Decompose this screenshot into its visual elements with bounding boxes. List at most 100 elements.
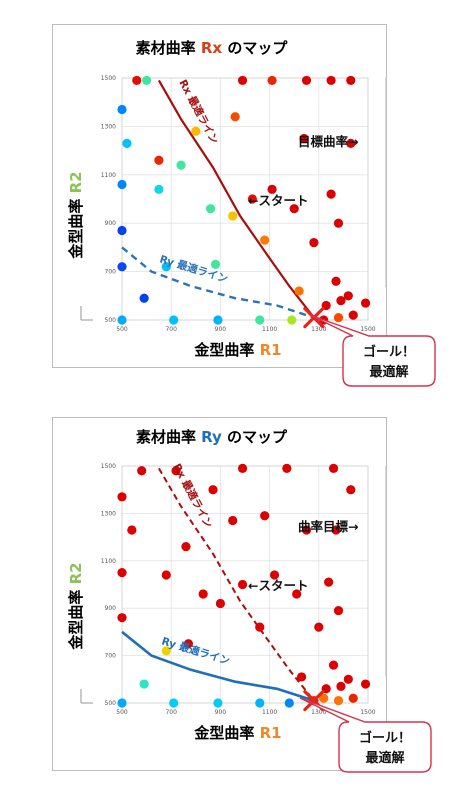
start-label: ←スタート — [248, 578, 308, 593]
data-point — [309, 237, 319, 248]
data-point — [360, 298, 371, 308]
chart-svg: 素材曲率 Rx のマップ 500 700 900 1100 1300 1500 500 700 9… — [67, 39, 386, 359]
data-point — [331, 525, 341, 535]
data-point — [267, 75, 277, 86]
data-point — [213, 698, 223, 708]
data-point — [333, 218, 344, 228]
start-label: ←スタート — [248, 193, 308, 208]
data-point — [326, 75, 336, 86]
y-axis-label: 金型曲率 R2 — [67, 171, 85, 259]
data-point — [169, 698, 179, 708]
data-point — [117, 315, 127, 325]
y-tick-label: 1100 — [101, 172, 116, 179]
y-tick-label: 500 — [105, 317, 117, 324]
data-point — [237, 463, 248, 473]
data-point — [142, 75, 152, 86]
chart-title-main: 素材曲率 — [136, 39, 201, 57]
axis-triad-icon — [80, 689, 93, 704]
data-point — [117, 104, 127, 115]
y-tick-label: 1300 — [101, 510, 116, 517]
data-point — [205, 204, 216, 214]
data-point — [267, 184, 277, 194]
data-point — [343, 291, 353, 301]
data-point — [237, 75, 248, 86]
chart-title: 素材曲率 Rx のマップ — [136, 39, 289, 57]
x-axis-label-variable: R1 — [260, 724, 282, 742]
data-point — [198, 589, 208, 599]
data-point — [139, 293, 149, 303]
x-tick-label: 900 — [215, 326, 227, 333]
x-axis-label: 金型曲率 R1 — [193, 341, 281, 359]
data-point — [333, 312, 344, 323]
data-point — [336, 681, 346, 692]
data-point — [213, 315, 223, 325]
data-point — [117, 568, 127, 578]
x-axis-label-variable: R1 — [260, 341, 282, 359]
data-point — [333, 605, 344, 616]
x-tick-label: 1100 — [262, 709, 277, 716]
rx-map-panel: 素材曲率 Rx のマップ 500 700 900 1100 1300 1500 500 700 9… — [52, 24, 387, 368]
data-point — [117, 492, 127, 502]
x-axis-label-main: 金型曲率 — [193, 724, 259, 742]
data-point — [289, 204, 299, 214]
y-tick-label: 900 — [105, 220, 117, 227]
target-label: 曲率目標→ — [298, 519, 358, 534]
target-label: 目標曲率→ — [298, 134, 358, 149]
chart-title-variable: Ry — [201, 428, 222, 446]
data-point — [255, 315, 265, 325]
y-axis-label-main: 金型曲率 — [67, 193, 85, 259]
data-point — [210, 259, 221, 269]
data-point — [132, 75, 142, 86]
x-axis-label-main: 金型曲率 — [193, 341, 259, 359]
data-point — [117, 698, 127, 708]
data-point — [228, 211, 238, 221]
chart-title-tail: のマップ — [222, 39, 288, 57]
data-point — [348, 310, 358, 320]
data-point — [348, 693, 358, 703]
data-points — [117, 463, 371, 708]
x-tick-label: 500 — [116, 709, 128, 716]
data-point — [260, 511, 270, 521]
ry-optimal-line — [121, 246, 315, 319]
data-point — [343, 674, 353, 684]
data-point — [127, 525, 137, 535]
y-tick-label: 1500 — [101, 463, 116, 470]
y-tick-label: 500 — [105, 700, 117, 707]
x-tick-label: 700 — [165, 326, 177, 333]
data-point — [269, 570, 280, 580]
data-points — [117, 75, 371, 325]
y-axis-label: 金型曲率 R2 — [67, 562, 85, 650]
y-tick-label: 900 — [105, 605, 117, 612]
x-tick-label: 1500 — [360, 709, 375, 716]
data-point — [183, 639, 194, 649]
data-point — [333, 696, 344, 706]
data-point — [299, 133, 309, 144]
data-point — [117, 262, 127, 272]
x-tick-label: 500 — [116, 326, 128, 333]
data-point — [117, 179, 127, 190]
data-point — [122, 138, 132, 148]
y-axis-label-main: 金型曲率 — [67, 584, 85, 650]
y-tick-label: 700 — [105, 269, 117, 276]
data-point — [301, 75, 312, 86]
data-point — [176, 160, 186, 170]
rx-optimal-line — [158, 467, 315, 702]
rx-line-label: Rx 最適ライン — [176, 77, 221, 146]
data-point — [328, 463, 339, 473]
y-axis-label-variable: R2 — [67, 562, 85, 584]
data-point — [336, 296, 346, 306]
data-point — [294, 286, 304, 296]
data-point — [328, 660, 339, 670]
y-tick-label: 1500 — [101, 75, 116, 82]
data-point — [346, 138, 356, 148]
y-tick-label: 1100 — [101, 558, 116, 565]
chart-title-variable: Rx — [201, 39, 223, 57]
data-point — [301, 525, 312, 535]
chart-title-tail: のマップ — [222, 428, 288, 446]
data-point — [282, 463, 292, 473]
plot-frame — [121, 77, 369, 321]
data-point — [346, 75, 356, 86]
gridlines — [121, 77, 369, 321]
data-point — [161, 646, 171, 656]
data-point — [255, 698, 265, 708]
